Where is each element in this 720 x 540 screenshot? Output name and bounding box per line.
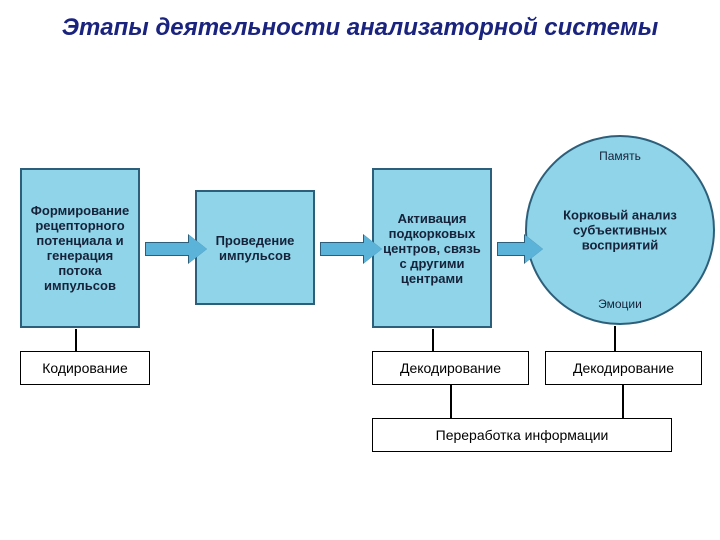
connector-1 [75,329,77,351]
label-box-3: Декодирование [545,351,702,385]
connector-3 [614,326,616,351]
stage-box-3: Активация подкорковых центров, связь с д… [372,168,492,328]
arrow-3 [497,237,543,261]
connector-2 [432,329,434,351]
page-title: Этапы деятельности анализаторной системы [0,12,720,43]
connector-5 [622,385,624,418]
label-box-4: Переработка информации [372,418,672,452]
stage-box-1: Формирование рецепторного потенциала и г… [20,168,140,328]
label-box-2: Декодирование [372,351,529,385]
cortex-circle: Память Корковый анализ субъективных воспр… [525,135,715,325]
stage-box-2: Проведение импульсов [195,190,315,305]
arrow-1 [145,237,207,261]
circle-top-label: Память [527,149,713,163]
label-box-1: Кодирование [20,351,150,385]
arrow-2 [320,237,382,261]
circle-mid-label: Корковый анализ субъективных восприятий [527,208,713,253]
circle-bottom-label: Эмоции [527,297,713,311]
connector-4 [450,385,452,418]
